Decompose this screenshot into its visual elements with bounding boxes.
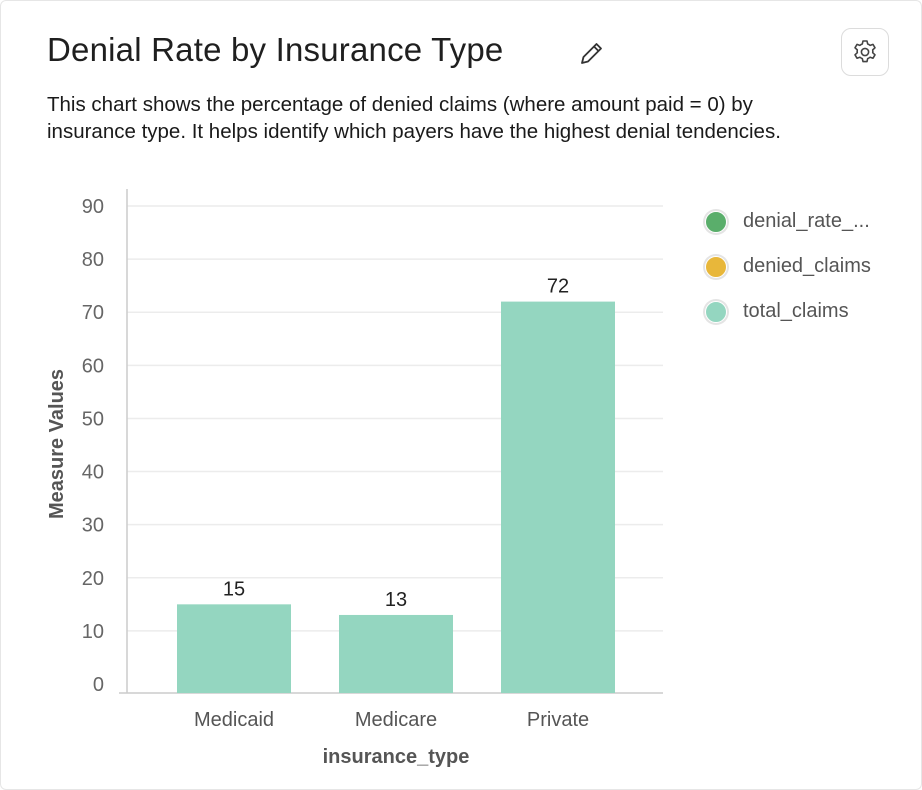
legend-label: total_claims — [743, 300, 849, 322]
chart-description: This chart shows the percentage of denie… — [47, 93, 781, 143]
pencil-icon[interactable] — [577, 38, 607, 68]
legend-dot — [705, 300, 727, 323]
x-tick-label: Medicare — [355, 709, 437, 731]
bar-medicare — [339, 614, 453, 693]
legend: denial_rate_... denied_claims total_clai… — [705, 199, 871, 334]
bar-private — [501, 301, 615, 693]
legend-item-total-claims[interactable]: total_claims — [705, 289, 871, 334]
chart-title: Denial Rate by Insurance Type — [47, 31, 504, 68]
y-axis-title: Measure Values — [46, 369, 68, 519]
y-tick-label: 80 — [82, 249, 104, 271]
y-tick-label: 60 — [82, 355, 104, 377]
y-tick-label: 50 — [82, 408, 104, 430]
gear-icon — [854, 40, 876, 63]
legend-label: denied_claims — [743, 255, 871, 277]
legend-item-denial-rate[interactable]: denial_rate_... — [705, 199, 871, 244]
data-label: 13 — [385, 589, 407, 611]
y-tick-label: 0 — [93, 674, 104, 696]
bar-chart: 0 10 20 30 40 50 60 70 80 90 15 Medicaid 13 Medicare 7… — [46, 189, 663, 768]
legend-dot — [705, 255, 727, 278]
x-axis-title: insurance_type — [323, 746, 470, 768]
x-tick-label: Medicaid — [194, 709, 274, 731]
y-tick-label: 10 — [82, 621, 104, 643]
y-tick-label: 30 — [82, 515, 104, 537]
legend-item-denied-claims[interactable]: denied_claims — [705, 244, 871, 289]
settings-button[interactable] — [841, 28, 889, 76]
x-tick-label: Private — [527, 709, 589, 731]
data-label: 15 — [223, 578, 245, 600]
legend-label: denial_rate_... — [743, 210, 870, 232]
legend-dot — [705, 210, 727, 233]
y-tick-label: 90 — [82, 196, 104, 218]
y-tick-label: 40 — [82, 462, 104, 484]
y-tick-label: 20 — [82, 568, 104, 590]
bar-medicaid — [177, 604, 291, 693]
data-label: 72 — [547, 276, 569, 298]
y-tick-label: 70 — [82, 302, 104, 324]
